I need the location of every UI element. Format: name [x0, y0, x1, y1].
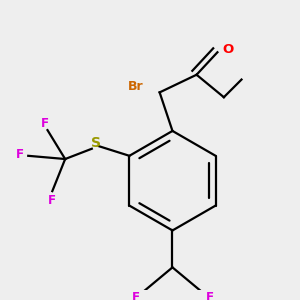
Text: S: S	[91, 136, 101, 150]
Text: Br: Br	[128, 80, 143, 93]
Text: F: F	[132, 291, 140, 300]
Text: F: F	[48, 194, 56, 207]
Text: F: F	[41, 117, 49, 130]
Text: F: F	[206, 291, 213, 300]
Text: O: O	[222, 43, 233, 56]
Text: F: F	[16, 148, 24, 161]
